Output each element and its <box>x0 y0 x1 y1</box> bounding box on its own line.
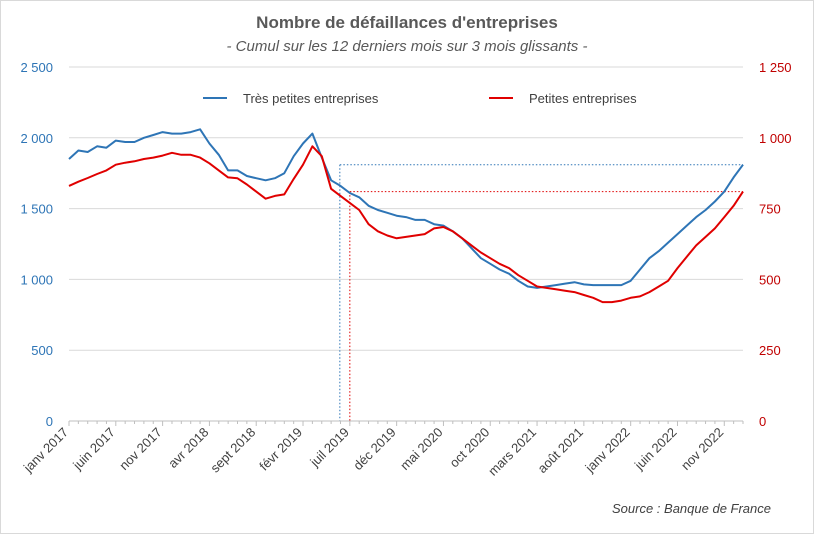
y-left-tick-label: 0 <box>46 414 53 429</box>
gridlines <box>69 66 743 351</box>
x-tick-label: janv 2017 <box>20 425 71 476</box>
x-tick-label: juin 2017 <box>69 425 118 474</box>
y-right-tick-label: 250 <box>759 343 781 358</box>
legend-label: Petites entreprises <box>529 91 637 106</box>
x-tick-label: nov 2017 <box>116 425 164 473</box>
x-tick-label: déc 2019 <box>350 425 398 473</box>
y-left-tick-label: 1 500 <box>20 202 53 217</box>
x-tick-label: juin 2022 <box>631 425 680 474</box>
chart-svg: 0 500 1 000 1 500 2 000 2 500 0 250 500 750 1 000 1… <box>20 60 792 479</box>
y-right-tick-label: 500 <box>759 272 781 287</box>
x-tick-label: juil 2019 <box>306 425 352 471</box>
y-right-tick-label: 1 000 <box>759 131 792 146</box>
x-tick-label: sept 2018 <box>207 425 258 476</box>
x-tick-label: oct 2020 <box>446 425 492 471</box>
y-right-tick-label: 0 <box>759 414 766 429</box>
legend-label: Très petites entreprises <box>243 91 379 106</box>
chart-subtitle: - Cumul sur les 12 derniers mois sur 3 m… <box>226 38 588 55</box>
x-tick-label: mai 2020 <box>397 425 445 473</box>
reference-lines <box>339 164 743 421</box>
y-left-tick-label: 2 500 <box>20 60 53 75</box>
series-lines <box>68 128 744 304</box>
x-tick-label: nov 2022 <box>678 425 726 473</box>
y-left-tick-label: 2 000 <box>20 131 53 146</box>
series-line <box>68 145 744 304</box>
x-tick-label: févr 2019 <box>256 425 305 474</box>
legend: Très petites entreprises Petites entrepri… <box>203 91 637 106</box>
x-tick-label: janv 2022 <box>582 425 633 476</box>
y-left-tick-label: 1 000 <box>20 272 53 287</box>
source-note: Source : Banque de France <box>612 501 771 516</box>
y-right-tick-label: 750 <box>759 202 781 217</box>
y-right-tick-label: 1 250 <box>759 60 792 75</box>
x-tick-label: avr 2018 <box>165 425 211 471</box>
chart-title: Nombre de défaillances d'entreprises <box>256 13 558 32</box>
x-tick-label: août 2021 <box>534 425 586 477</box>
x-tick-label: mars 2021 <box>485 425 539 479</box>
y-left-tick-label: 500 <box>31 343 53 358</box>
series-line <box>68 128 744 289</box>
